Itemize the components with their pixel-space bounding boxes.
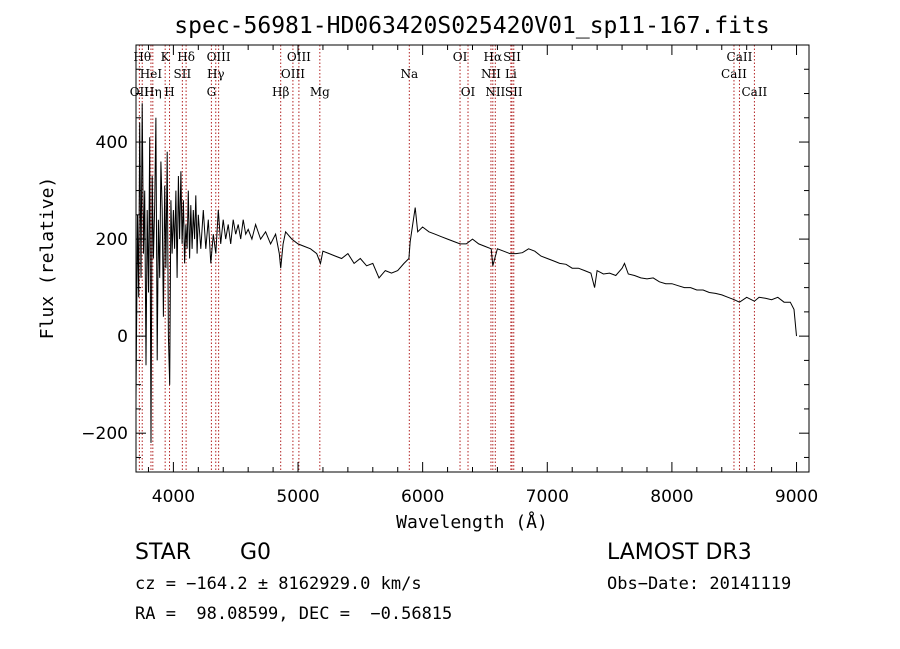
line-label: OIII: [207, 50, 231, 64]
line-label: Hγ: [207, 67, 225, 81]
observation-date: Obs−Date: 20141119: [607, 574, 792, 594]
y-tick-label: −200: [81, 424, 128, 444]
line-label: SII: [505, 85, 523, 99]
x-tick-label: 5000: [276, 487, 319, 507]
x-tick-label: 4000: [152, 487, 195, 507]
y-axis-label: Flux (relative): [37, 177, 58, 340]
line-label: SII: [503, 50, 521, 64]
line-label: Hθ: [133, 50, 151, 64]
x-tick-label: 9000: [775, 487, 818, 507]
plot-frame: [135, 44, 810, 473]
line-label: K: [161, 50, 171, 64]
line-label: Hβ: [272, 85, 289, 99]
line-label: OIII: [287, 50, 311, 64]
x-tick-label: 6000: [401, 487, 444, 507]
line-label: NII: [481, 67, 501, 81]
line-label: Hα: [484, 50, 503, 64]
line-label: CaII: [721, 67, 747, 81]
x-tick-label: 7000: [526, 487, 569, 507]
spectrum-line: [135, 103, 797, 443]
line-label: Hη: [144, 85, 162, 99]
line-label: Na: [400, 67, 418, 81]
object-subclass: G0: [240, 540, 272, 565]
line-label: OIII: [281, 67, 305, 81]
survey-name: LAMOST DR3: [607, 540, 752, 565]
y-tick-label: 400: [96, 133, 128, 153]
x-tick-label: 8000: [650, 487, 693, 507]
x-axis: 4000 5000 6000 7000 8000 9000: [147, 45, 818, 507]
object-class: STAR: [135, 540, 192, 565]
line-label: OI: [461, 85, 476, 99]
y-tick-label: 0: [117, 327, 128, 347]
line-label: SII: [174, 67, 192, 81]
line-label: OI: [453, 50, 468, 64]
line-label: Mg: [310, 85, 330, 99]
line-label: OII: [130, 85, 150, 99]
y-axis: −200 0 200 400: [81, 44, 809, 458]
y-tick-label: 200: [96, 230, 128, 250]
line-label: CaII: [727, 50, 753, 64]
line-label: G: [207, 85, 217, 99]
coordinates-readout: RA = 98.08599, DEC = −0.56815: [135, 604, 453, 624]
line-label: Li: [505, 67, 517, 81]
line-label: CaII: [741, 85, 767, 99]
line-label: H: [164, 85, 174, 99]
line-label: HeI: [140, 67, 163, 81]
x-axis-label: Wavelength (Å): [396, 511, 548, 533]
line-label: Hδ: [177, 50, 195, 64]
line-label: NII: [485, 85, 505, 99]
line-marker-group: [138, 45, 755, 472]
redshift-readout: cz = −164.2 ± 8162929.0 km/s: [135, 574, 422, 594]
chart-title: spec-56981-HD063420S025420V01_sp11-167.f…: [174, 13, 769, 39]
